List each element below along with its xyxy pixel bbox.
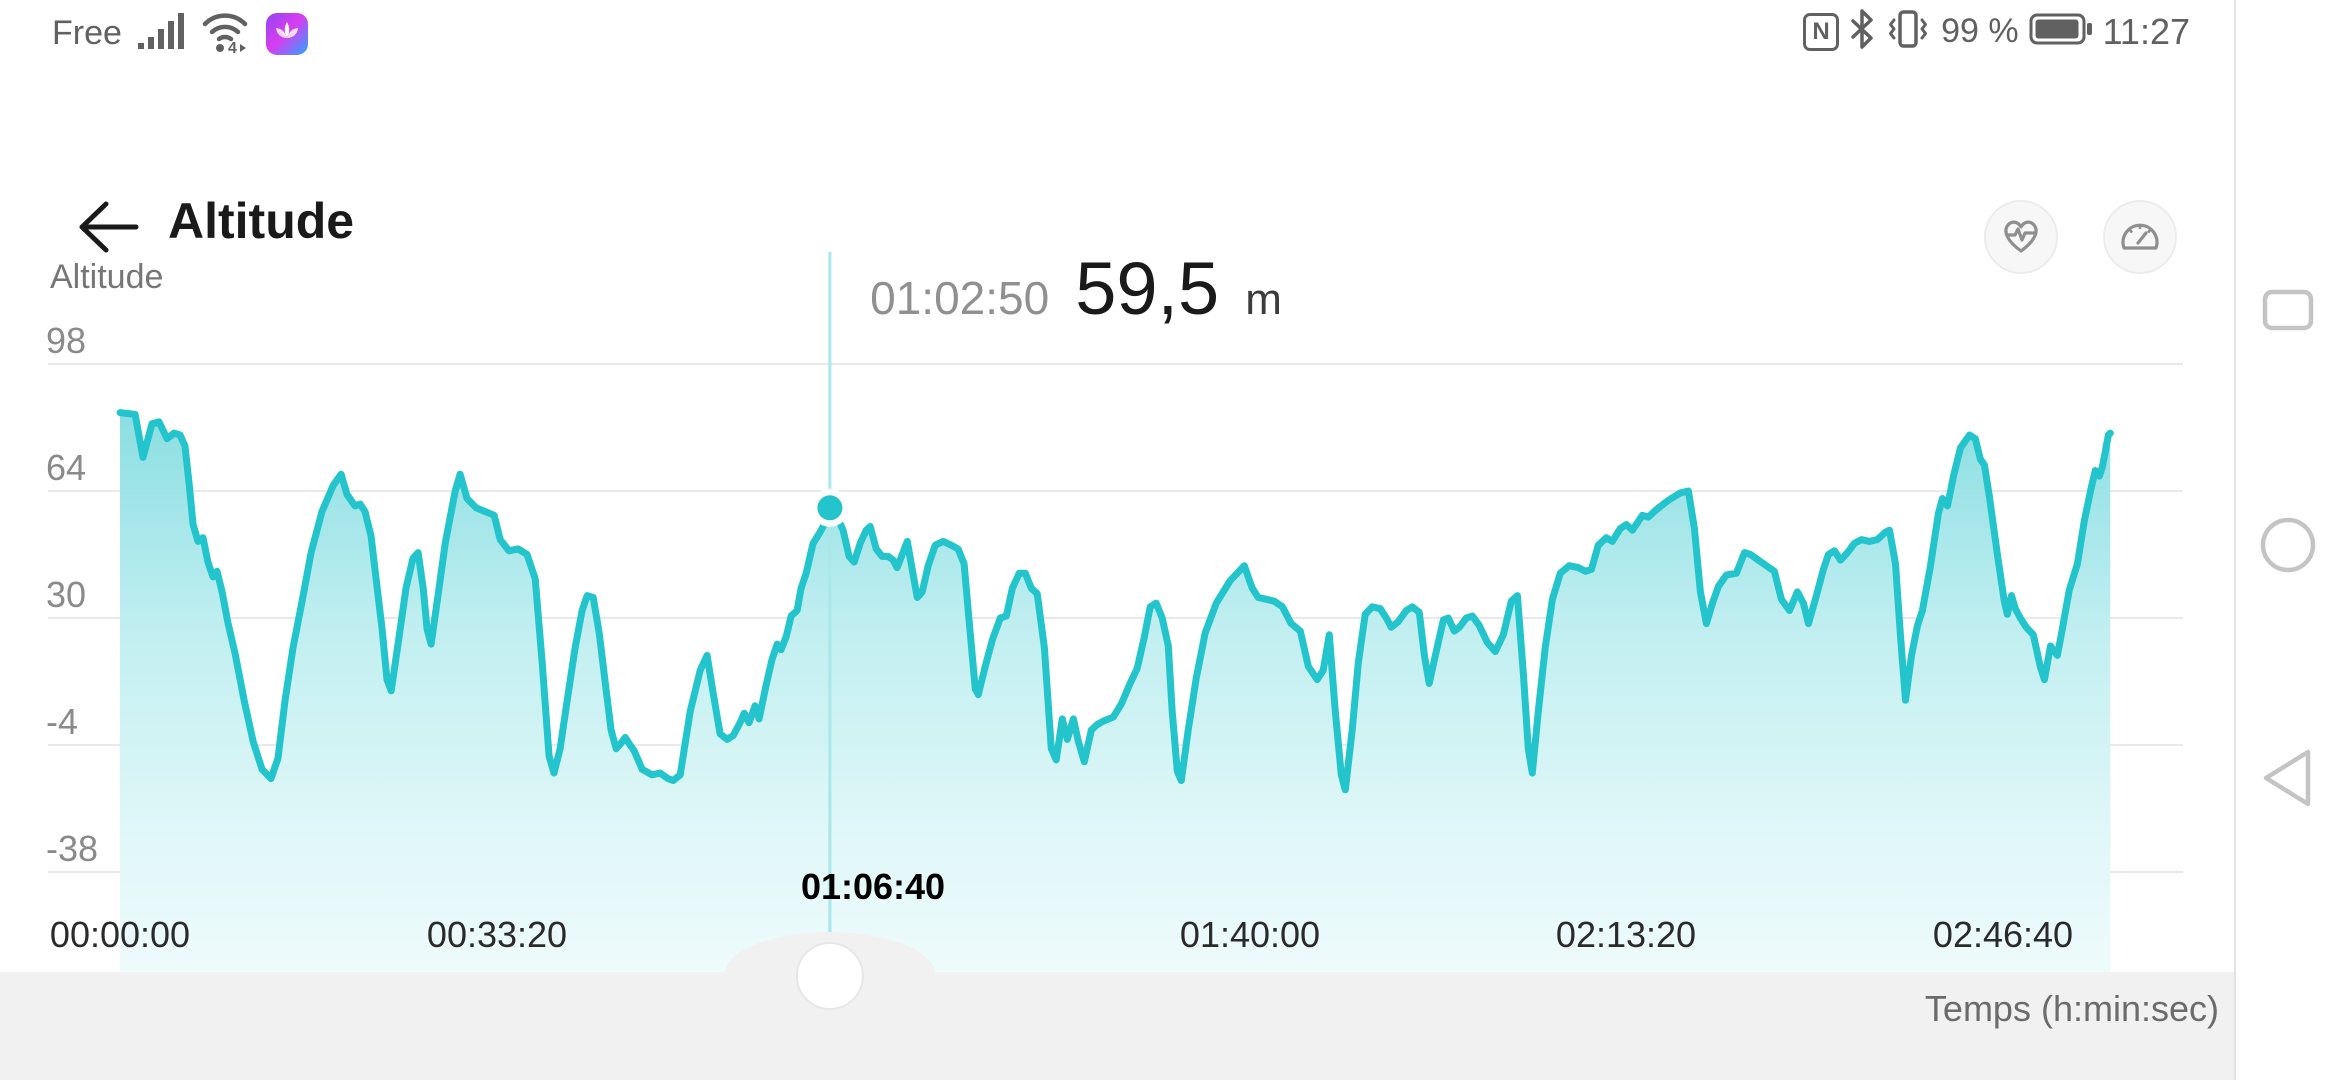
status-bar: Free 4	[0, 0, 2234, 58]
arrow-left-icon	[74, 201, 140, 262]
wifi-icon: 4	[200, 8, 252, 59]
status-bar-right: N 99 % 11:27	[1803, 8, 2190, 55]
altitude-line	[116, 409, 2114, 794]
android-nav-bar	[2234, 0, 2340, 1080]
bluetooth-icon	[1849, 8, 1875, 55]
x-axis-label: Temps (h:min:sec)	[1924, 988, 2219, 1029]
time-axis-bar[interactable]	[0, 972, 2234, 1080]
back-triangle-icon	[2263, 749, 2311, 807]
selected-unit: m	[1245, 275, 1282, 324]
health-app-icon	[265, 12, 308, 55]
carrier-label: Free	[52, 14, 122, 52]
home-button[interactable]	[2260, 517, 2316, 573]
slider-handle	[795, 942, 864, 1010]
selection-readout: 01:02:50 59,5 m	[870, 246, 1282, 331]
home-circle-icon	[2260, 517, 2316, 573]
battery-icon	[2029, 10, 2093, 53]
nfc-icon: N	[1803, 12, 1840, 51]
back-nav-button[interactable]	[2263, 749, 2311, 807]
altitude-area-fill	[120, 412, 2111, 973]
recents-square-icon	[2262, 289, 2314, 331]
selection-dot	[817, 495, 843, 521]
heart-rate-icon	[1999, 214, 2043, 261]
battery-percent-label: 99 %	[1941, 12, 2019, 50]
recents-button[interactable]	[2262, 289, 2314, 331]
clock-label: 11:27	[2102, 10, 2190, 52]
gauge-button[interactable]	[2103, 200, 2177, 274]
selected-value: 59,5	[1075, 247, 1220, 330]
status-bar-left: Free 4	[52, 8, 308, 59]
selected-time: 01:02:50	[870, 272, 1050, 324]
page-title: Altitude	[168, 193, 355, 249]
svg-text:4: 4	[228, 40, 237, 54]
gauge-icon	[2118, 215, 2162, 260]
signal-strength-icon	[136, 9, 186, 58]
header: Altitude	[0, 80, 2234, 274]
back-button[interactable]	[74, 196, 140, 263]
heart-rate-button[interactable]	[1984, 200, 2058, 274]
vibrate-icon	[1885, 8, 1931, 55]
